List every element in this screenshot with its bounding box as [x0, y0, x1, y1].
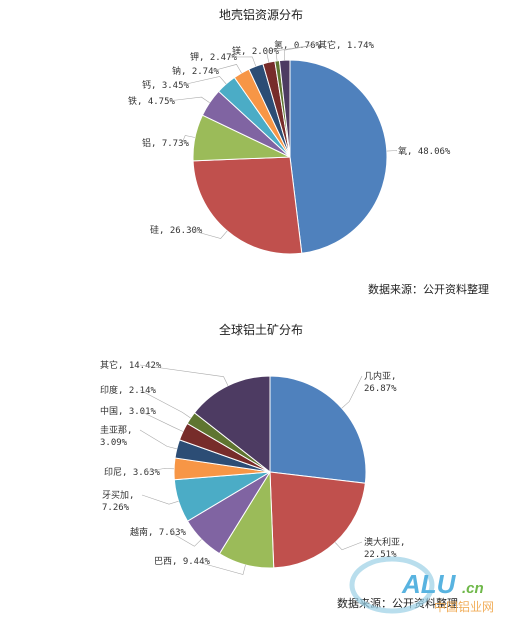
- slice-leader-line: [211, 64, 242, 74]
- watermark-site-name: 中国铝业网: [434, 599, 494, 614]
- slice-data-label: 圭亚那, 3.09%: [100, 424, 132, 448]
- slice-data-label: 氧, 48.06%: [398, 145, 451, 157]
- watermark-swoosh-icon: [349, 556, 435, 614]
- slice-data-label: 硅, 26.30%: [150, 224, 203, 236]
- alu-watermark-logo: ALU .cn 中国铝业网: [349, 556, 494, 614]
- slice-leader-line: [143, 468, 175, 473]
- slice-data-label: 钙, 3.45%: [142, 79, 190, 91]
- slice-data-label: 其它, 14.42%: [100, 359, 162, 371]
- slice-leader-line: [386, 150, 397, 152]
- slice-data-label: 澳大利亚, 22.51%: [364, 536, 405, 560]
- slice-data-label: 牙买加, 7.26%: [102, 490, 134, 513]
- slice-data-label: 钠, 2.74%: [172, 65, 220, 77]
- watermark-logo-suffix: .cn: [462, 580, 484, 597]
- chart-title-bauxite: 全球铝土矿分布: [218, 323, 303, 337]
- slice-leader-line: [139, 389, 191, 419]
- slice-leader-line: [229, 56, 257, 67]
- slice-leader-line: [139, 410, 184, 432]
- slice-leader-line: [169, 531, 202, 547]
- slice-leader-line: [334, 541, 363, 551]
- slice-leader-line: [341, 375, 363, 409]
- slice-leader-line: [189, 229, 228, 239]
- pie-slice: [269, 375, 367, 484]
- slice-data-label: 镁, 2.00%: [232, 45, 280, 57]
- slice-data-label: 越南, 7.63%: [130, 526, 187, 538]
- slice-leader-line: [275, 44, 315, 61]
- slice-data-label: 印度, 2.14%: [100, 384, 157, 396]
- slice-leader-line: [266, 50, 273, 63]
- slice-leader-line: [139, 429, 177, 450]
- slice-leader-line: [141, 494, 179, 505]
- slice-leader-line: [283, 44, 317, 61]
- watermark-logo-text: ALU: [401, 569, 457, 599]
- slice-data-label: 铁, 4.75%: [128, 95, 176, 107]
- crust-pie-chart: 氧, 48.06% 硅, 26.30% 铝, 7.73% 铁, 4.75% 钙, 3.4…: [128, 39, 451, 255]
- slice-data-label: 中国, 3.01%: [100, 405, 157, 417]
- slice-data-label: 其它, 1.74%: [318, 39, 375, 51]
- crust-aluminum-chart-panel: 地壳铝资源分布 氧, 48.06% 硅, 26.30% 铝, 7.73% 铁, 4.7…: [0, 0, 522, 305]
- slice-leader-line: [193, 560, 246, 575]
- pie-slice: [289, 59, 388, 254]
- pie-slice: [269, 471, 366, 569]
- pie-slice: [193, 375, 271, 474]
- bauxite-pie-chart: 几内亚, 26.87% 澳大利亚, 22.51% 巴西, 9.44% 越南, 7.63% 牙…: [100, 359, 405, 575]
- slice-leader-line: [181, 76, 227, 86]
- bauxite-chart-panel: 全球铝土矿分布 几内亚, 26.87% 澳大利亚, 22.51% 巴西, 9.44% 越南…: [0, 305, 522, 619]
- pie-slice: [278, 59, 291, 158]
- source-note-crust: 数据来源：公开资料整理: [368, 283, 489, 296]
- chart-title-crust: 地壳铝资源分布: [218, 8, 303, 22]
- slice-data-label: 氢, 0.76%: [274, 39, 322, 51]
- slice-data-label: 钾, 2.47%: [190, 51, 238, 63]
- slice-leader-line: [139, 364, 229, 386]
- slice-data-label: 铝, 7.73%: [142, 137, 190, 149]
- pie-slice: [192, 156, 303, 255]
- slice-leader-line: [181, 135, 196, 144]
- slice-data-label: 几内亚, 26.87%: [364, 370, 397, 394]
- slice-leader-line: [167, 96, 210, 103]
- slice-data-label: 巴西, 9.44%: [154, 556, 211, 567]
- slice-data-label: 印尼, 3.63%: [104, 466, 161, 478]
